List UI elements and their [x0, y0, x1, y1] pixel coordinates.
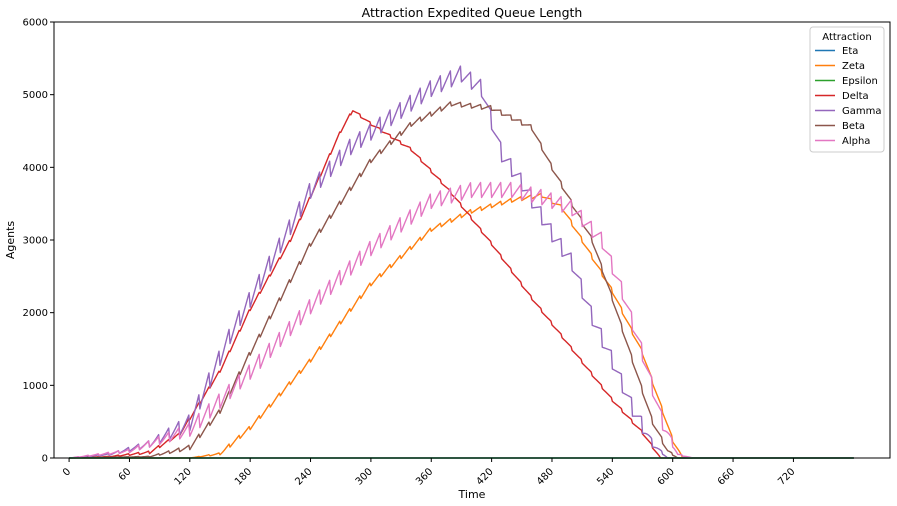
x-axis-label: Time [458, 488, 486, 501]
legend-title: Attraction [822, 32, 871, 43]
x-tick-label: 720 [776, 466, 797, 487]
y-tick-label: 5000 [23, 90, 48, 101]
legend-entries: Eta Zeta Epsilon Delta Gamma Beta Alpha [815, 46, 882, 147]
legend-label-alpha: Alpha [842, 136, 870, 147]
legend-label-beta: Beta [842, 121, 865, 132]
plot-lines [69, 65, 854, 459]
x-tick-label: 240 [293, 466, 314, 487]
x-axis: 0 60 120 180 240 300 360 420 480 540 600 660 720 [61, 458, 798, 488]
legend-label-epsilon: Epsilon [842, 76, 878, 87]
x-tick-label: 300 [354, 466, 375, 487]
x-tick-label: 60 [117, 466, 134, 483]
y-axis-label: Agents [4, 221, 17, 260]
chart-title: Attraction Expedited Queue Length [362, 5, 583, 20]
y-tick-label: 6000 [23, 18, 48, 29]
y-tick-label: 2000 [23, 308, 48, 319]
y-tick-label: 0 [42, 454, 48, 465]
y-tick-label: 4000 [23, 163, 48, 174]
x-tick-label: 600 [656, 466, 677, 487]
legend-label-delta: Delta [842, 91, 869, 102]
legend-label-zeta: Zeta [842, 61, 865, 72]
y-axis: 0 1000 2000 3000 4000 5000 6000 [23, 18, 54, 465]
y-tick-label: 3000 [23, 236, 48, 247]
x-tick-label: 480 [535, 466, 556, 487]
x-tick-label: 180 [233, 466, 254, 487]
series-line-gamma [69, 65, 854, 459]
series-line-alpha [69, 181, 854, 459]
x-tick-label: 420 [474, 466, 495, 487]
x-tick-label: 0 [61, 466, 73, 478]
legend-label-gamma: Gamma [842, 106, 882, 117]
legend-label-eta: Eta [842, 46, 858, 57]
legend-box [809, 26, 885, 153]
x-tick-label: 540 [595, 466, 616, 487]
x-tick-label: 360 [414, 466, 435, 487]
series-line-beta [69, 101, 854, 459]
x-tick-label: 120 [173, 466, 194, 487]
series-line-delta [69, 110, 854, 459]
legend: Attraction Eta Zeta Epsilon Delta Gamma Beta A… [809, 26, 885, 153]
y-tick-label: 1000 [23, 381, 48, 392]
x-tick-label: 660 [716, 466, 737, 487]
